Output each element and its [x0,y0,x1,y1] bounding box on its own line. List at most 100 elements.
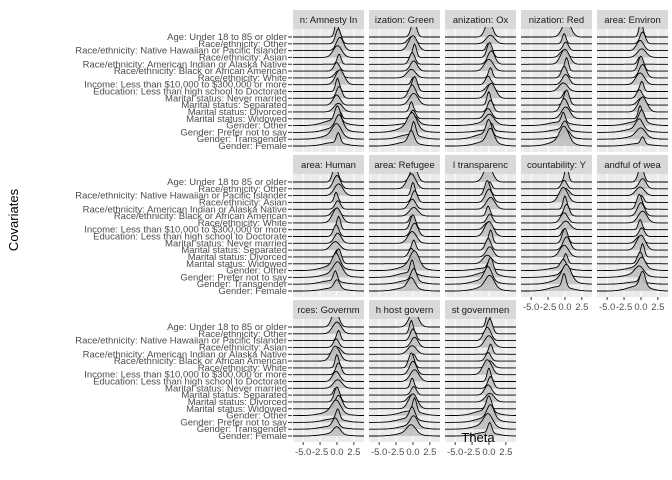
facet-rows: Age: Under 18 to 85 or olderRace/ethnici… [75,32,292,442]
ridge-fill [293,346,364,362]
ridge-fill [445,172,516,182]
ridge-line [445,421,516,437]
ridge-line [369,77,440,86]
ridge-line [293,346,364,355]
ridge-fill [445,255,516,264]
ridge-line [597,274,668,285]
x-tick-label: 2.5 [499,447,512,458]
ridge-line [597,56,668,65]
ridge-line [445,58,516,72]
ridge-fill [445,266,516,285]
ridge-line [597,31,668,45]
ridge-line [597,210,668,224]
y-tick-label: Marital status: Never married [165,383,287,394]
ridge-fill [521,259,592,271]
facet-strip [293,10,364,29]
facet-panel: st governmen -5.0 -2.5 0.0 2.5 [445,300,516,458]
ridge-line [445,66,516,79]
ridge-line [369,130,440,147]
ridge-line [369,353,440,362]
ridge-line [369,36,440,45]
ridge-line [293,175,364,190]
y-tick-label: Age: Under 18 to 85 or older [167,322,287,333]
ridge-line [445,188,516,203]
ridges [597,27,668,147]
ridge-fill [369,277,440,291]
ridge-line [445,82,516,99]
ridge-line [369,369,440,382]
ridge-line [369,35,440,52]
ridge-line [521,120,592,133]
ridge-line [445,27,516,38]
ridge-fill [445,128,516,146]
ridge-fill [293,123,364,140]
ridge-line [293,249,364,258]
ridge-line [597,89,668,99]
facet-strip [521,10,592,29]
ridge-line [293,200,364,210]
ridge-fill [521,126,592,146]
ridge-fill [369,173,440,189]
ridge-line [293,208,364,217]
ridge-line [521,48,592,65]
x-axis-title: Theta [461,430,495,445]
ridge-fill [445,359,516,375]
ridge-line [521,41,592,52]
ridge-line [369,377,440,389]
ridge-line [445,367,516,382]
ridge-line [445,335,516,348]
ridge-line [445,180,516,197]
x-tick-label: 0.0 [634,302,647,313]
ridge-line [369,239,440,251]
ridge-line [445,34,516,45]
ridge-line [293,321,364,335]
facet-panel: andful of wea -5.0 -2.5 0.0 2.5 [597,155,668,313]
ridge-line [445,317,516,328]
y-tick-label: Race/ethnicity: Other [198,329,287,340]
ridges [521,27,592,147]
x-tick-label: 2.5 [347,447,360,458]
x-tick-label: -5.0 [447,447,463,458]
ridge-line [521,89,592,106]
ridge-line [445,352,516,362]
ridge-line [445,113,516,127]
x-tick-label: -5.0 [599,302,615,313]
ridge-line [293,45,364,58]
ridge-line [597,265,668,278]
ridge-line [521,27,592,38]
ridge-line [293,370,364,382]
y-tick-label: Race/ethnicity: Native Hawaiian or Pacif… [75,336,287,347]
ridge-fill [445,275,516,291]
ridge-line [369,231,440,244]
ridge-line [293,270,364,285]
ridge-fill [293,241,364,251]
ridge-line [445,359,516,376]
ridge-fill [597,127,668,140]
ridge-line [445,181,516,190]
facet-strip-label: area: Human [301,160,356,171]
ridge-line [445,50,516,65]
ridge-line [293,354,364,369]
ridge-line [597,251,668,265]
ridge-fill [597,109,668,126]
ridge-line [369,385,440,396]
x-tick-label: 2.5 [651,302,664,313]
ridge-line [293,426,364,437]
y-tick-label: Marital status: Divorced [188,397,287,408]
ridge-line [597,40,668,52]
x-tick-label: -5.0 [371,447,387,458]
y-tick-label: Income: Less than $10,000 to $300,000 or… [84,80,287,91]
y-tick-label: Race/ethnicity: American Indian or Alask… [83,59,287,70]
ridge-line [293,408,364,423]
ridge-fill [445,114,516,126]
ridge-fill [293,400,364,416]
ridge-line [445,197,516,210]
facet-panel: rces: Governm -5.0 -2.5 0.0 2.5 [293,300,364,458]
facet-strip-label: nization: Red [529,15,584,26]
ridge-line [521,98,592,113]
ridge-fill [521,187,592,203]
y-tick-label: Race/ethnicity: White [198,363,287,374]
ridges [293,172,364,292]
ridge-line [293,252,364,272]
ridge-fill [369,130,440,146]
